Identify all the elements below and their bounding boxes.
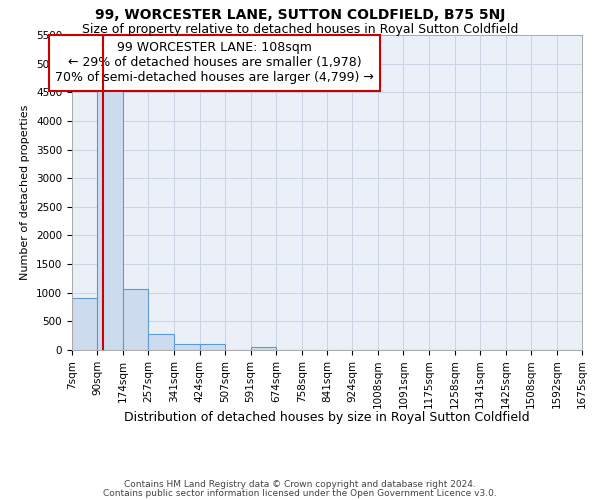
Text: 99, WORCESTER LANE, SUTTON COLDFIELD, B75 5NJ: 99, WORCESTER LANE, SUTTON COLDFIELD, B7… [95,8,505,22]
X-axis label: Distribution of detached houses by size in Royal Sutton Coldfield: Distribution of detached houses by size … [124,411,530,424]
Bar [72,298,97,350]
Bar [174,344,199,350]
Bar [251,346,276,350]
Text: Contains public sector information licensed under the Open Government Licence v3: Contains public sector information licen… [103,488,497,498]
Y-axis label: Number of detached properties: Number of detached properties [20,105,31,280]
Text: Size of property relative to detached houses in Royal Sutton Coldfield: Size of property relative to detached ho… [82,22,518,36]
Bar [123,288,148,350]
Bar [97,88,123,350]
Text: Contains HM Land Registry data © Crown copyright and database right 2024.: Contains HM Land Registry data © Crown c… [124,480,476,489]
Text: 99 WORCESTER LANE: 108sqm
← 29% of detached houses are smaller (1,978)
70% of se: 99 WORCESTER LANE: 108sqm ← 29% of detac… [55,42,374,84]
Bar [148,334,174,350]
Bar [199,344,225,350]
